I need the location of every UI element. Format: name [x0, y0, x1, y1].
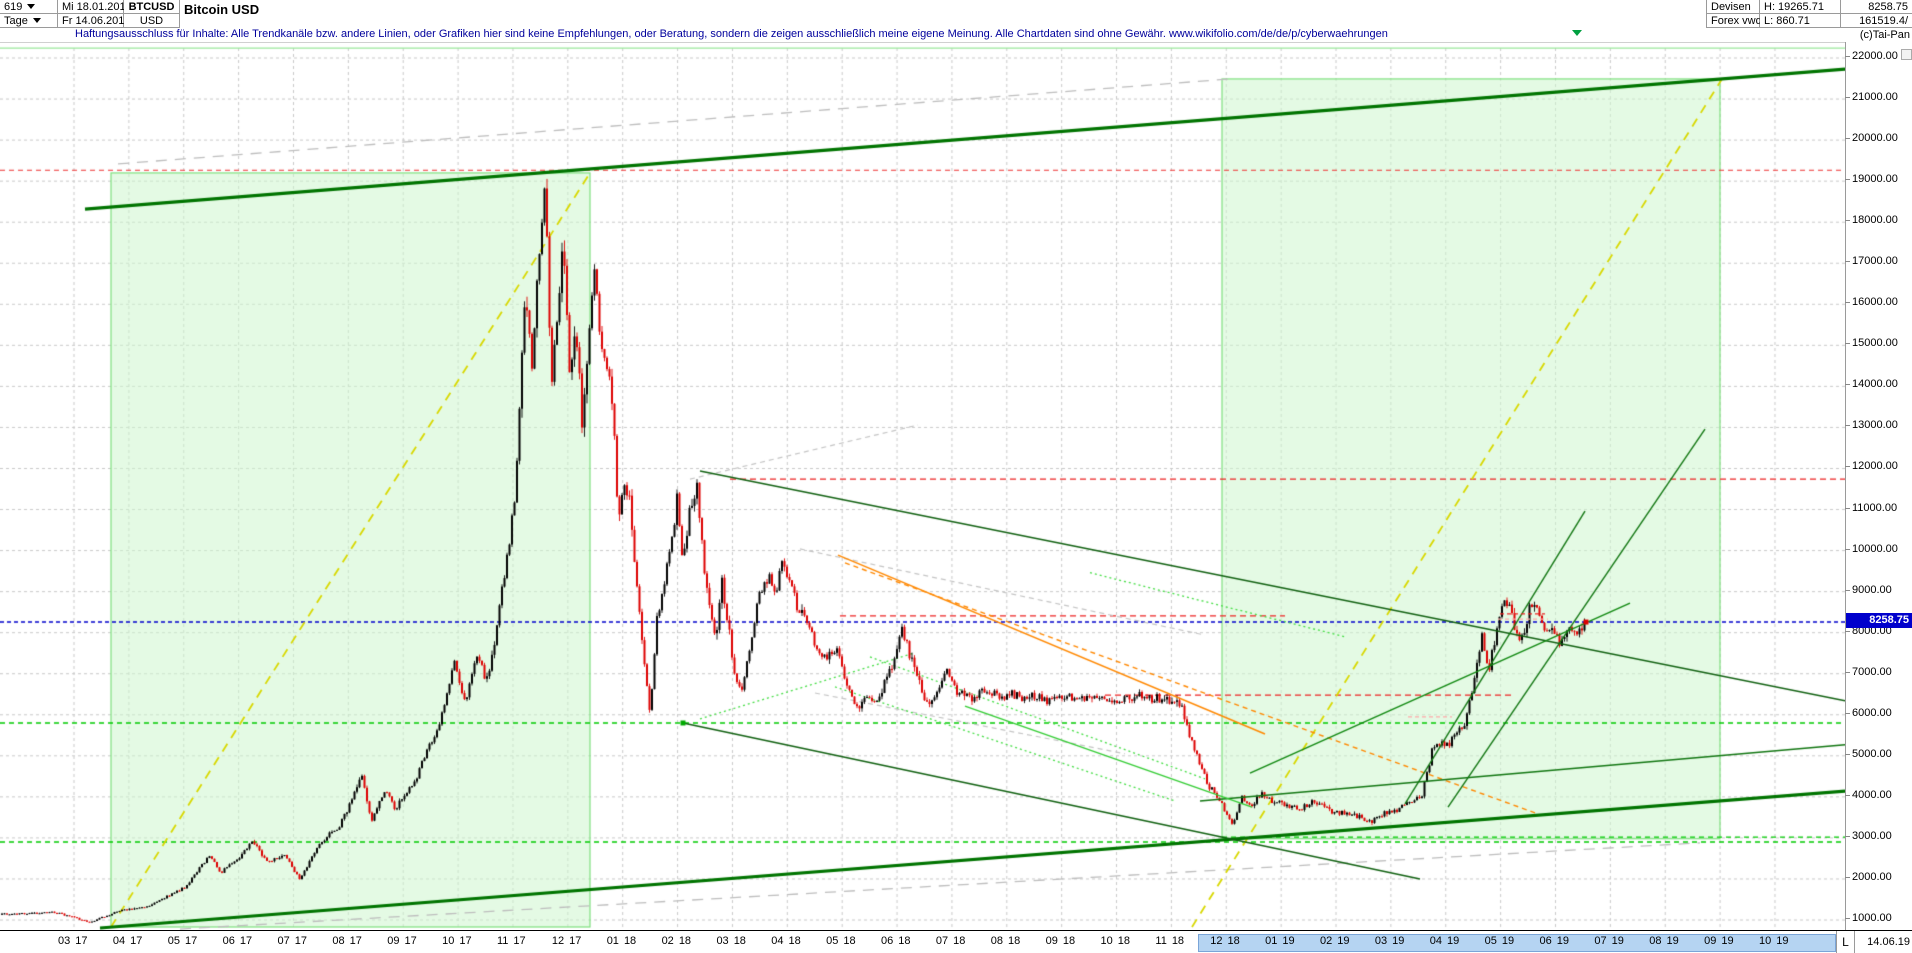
y-axis-label: 21000.00 — [1845, 91, 1898, 104]
y-axis-label: 2000.00 — [1845, 870, 1892, 883]
y-axis-label: 14000.00 — [1845, 378, 1898, 391]
copyright-label: (c)Tai-Pan — [1859, 29, 1910, 41]
y-axis-label: 11000.00 — [1844, 501, 1898, 514]
x-axis-label: 09 17 — [387, 935, 417, 947]
x-axis-label: 05 17 — [167, 935, 198, 947]
data-source: Forex vwd — [1706, 14, 1762, 28]
x-axis-label: 06 19 — [1539, 935, 1569, 947]
x-axis-label: 07 19 — [1594, 935, 1624, 947]
x-axis-label: 01 19 — [1265, 935, 1295, 947]
y-axis-label: 16000.00 — [1845, 296, 1898, 309]
chart-plot-area[interactable] — [0, 42, 1845, 931]
x-axis-label: 04 19 — [1429, 935, 1460, 947]
disclaimer-text: Haftungsausschluss für Inhalte: Alle Tre… — [75, 28, 1388, 40]
y-axis-label: 22000.00 — [1845, 50, 1898, 62]
y-axis-label: 13000.00 — [1845, 419, 1898, 432]
y-axis-label: 15000.00 — [1845, 337, 1898, 350]
first-date: Mi 18.01.2017 — [58, 0, 132, 14]
x-axis[interactable]: L 14.06.19 03 17 04 17 05 17 06 17 07 17 08 17 09 17 1… — [0, 930, 1912, 953]
price-chart-canvas[interactable] — [0, 43, 1845, 931]
axis-resize-handle[interactable] — [1901, 49, 1912, 60]
dropdown-arrow-icon — [27, 4, 36, 9]
x-axis-label: 10 19 — [1758, 935, 1789, 947]
y-axis-label: 12000.00 — [1845, 460, 1898, 473]
x-axis-label: 07 17 — [277, 935, 307, 947]
x-axis-label: 08 18 — [990, 935, 1021, 947]
chart-title: Bitcoin USD — [180, 0, 500, 18]
x-axis-label: 11 18 — [1155, 935, 1185, 947]
last-date-cell: 14.06.19 — [1867, 936, 1910, 948]
x-axis-label: 04 17 — [112, 935, 143, 947]
x-axis-label: 06 17 — [222, 935, 253, 947]
symbol: BTCUSD — [124, 0, 180, 14]
x-axis-label: 03 19 — [1374, 935, 1405, 947]
left-marker-cell: L — [1836, 931, 1855, 953]
y-axis-label: 6000.00 — [1845, 706, 1892, 719]
x-axis-label: 10 17 — [442, 935, 472, 947]
x-axis-label: 08 17 — [332, 935, 362, 947]
last-date: Fr 14.06.2019 — [58, 14, 131, 28]
x-axis-label: 03 18 — [716, 935, 746, 947]
x-axis-label: 12 17 — [551, 935, 582, 947]
x-axis-label: 05 18 — [826, 935, 856, 947]
y-axis-label: 19000.00 — [1845, 173, 1898, 186]
y-axis-label: 3000.00 — [1845, 829, 1892, 842]
x-axis-label: 10 18 — [1100, 935, 1131, 947]
y-axis[interactable]: 22000.00 21000.00 20000.00 19000.00 18000.00… — [1844, 42, 1912, 930]
period-high: H: 19265.71 — [1760, 0, 1841, 14]
y-axis-label: 7000.00 — [1845, 665, 1892, 678]
currency: USD — [124, 14, 180, 28]
bars-count-dropdown[interactable]: 619 — [0, 0, 58, 14]
y-axis-label: 18000.00 — [1845, 214, 1898, 227]
chart-flag-icon — [1572, 30, 1582, 36]
y-axis-label: 1000.00 — [1845, 912, 1892, 924]
x-axis-label: 03 17 — [58, 935, 88, 947]
y-axis-label: 4000.00 — [1845, 788, 1892, 801]
market-type: Devisen — [1706, 0, 1760, 14]
period-value: Tage — [4, 14, 28, 27]
y-axis-label: 10000.00 — [1845, 542, 1898, 555]
y-axis-label: 20000.00 — [1845, 132, 1898, 145]
x-axis-label: 06 18 — [881, 935, 911, 947]
x-axis-label: 04 18 — [771, 935, 801, 947]
period-dropdown[interactable]: Tage — [0, 14, 58, 28]
x-axis-label: 12 18 — [1210, 935, 1240, 947]
x-axis-label: 05 19 — [1484, 935, 1515, 947]
x-axis-label: 01 18 — [606, 935, 637, 947]
x-axis-label: 11 17 — [496, 935, 526, 947]
x-axis-label: 02 19 — [1320, 935, 1350, 947]
header-volume-info: 161519.4/ — [1841, 14, 1912, 28]
y-axis-label: 5000.00 — [1845, 747, 1892, 760]
x-axis-label: 02 18 — [661, 935, 692, 947]
y-axis-label: 17000.00 — [1845, 255, 1898, 268]
period-low: L: 860.71 — [1760, 14, 1841, 28]
x-axis-label: 08 19 — [1649, 935, 1679, 947]
header-last-price: 8258.75 — [1841, 0, 1912, 14]
current-price-tag: 8258.75 — [1846, 613, 1912, 629]
y-axis-label: 9000.00 — [1845, 583, 1892, 596]
bars-count-value: 619 — [4, 0, 23, 13]
x-axis-label: 09 19 — [1704, 935, 1734, 947]
x-axis-label: 07 18 — [935, 935, 966, 947]
x-axis-label: 09 18 — [1045, 935, 1076, 947]
dropdown-arrow-icon — [32, 18, 41, 23]
